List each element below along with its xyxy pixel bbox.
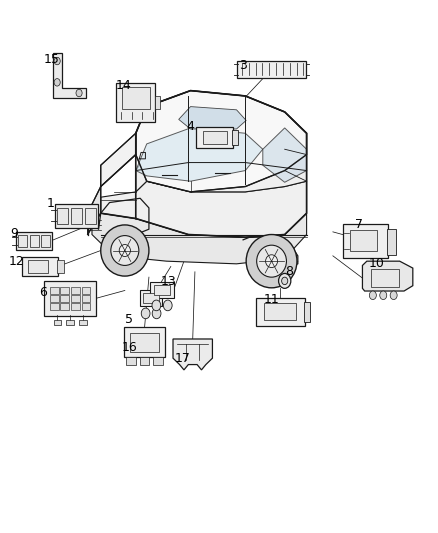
- Text: 11: 11: [264, 293, 279, 306]
- Ellipse shape: [111, 236, 139, 265]
- FancyBboxPatch shape: [22, 257, 58, 276]
- FancyBboxPatch shape: [155, 96, 160, 109]
- FancyBboxPatch shape: [232, 130, 238, 145]
- Ellipse shape: [265, 255, 278, 268]
- FancyBboxPatch shape: [387, 229, 396, 255]
- FancyBboxPatch shape: [85, 208, 96, 224]
- Text: 4: 4: [187, 120, 194, 133]
- FancyBboxPatch shape: [343, 224, 388, 258]
- FancyBboxPatch shape: [18, 235, 27, 247]
- FancyBboxPatch shape: [256, 298, 305, 326]
- Circle shape: [163, 300, 172, 311]
- FancyBboxPatch shape: [153, 358, 163, 365]
- Circle shape: [76, 89, 82, 96]
- Ellipse shape: [246, 235, 297, 288]
- Text: 9: 9: [10, 227, 18, 240]
- FancyBboxPatch shape: [237, 61, 306, 78]
- FancyBboxPatch shape: [71, 303, 80, 310]
- Text: 16: 16: [121, 341, 137, 354]
- FancyBboxPatch shape: [71, 208, 82, 224]
- FancyBboxPatch shape: [49, 295, 59, 302]
- FancyBboxPatch shape: [126, 358, 136, 365]
- FancyBboxPatch shape: [79, 320, 87, 325]
- FancyBboxPatch shape: [140, 358, 149, 365]
- Polygon shape: [136, 91, 307, 192]
- Polygon shape: [173, 339, 212, 370]
- FancyBboxPatch shape: [124, 327, 165, 358]
- FancyBboxPatch shape: [55, 204, 98, 228]
- Text: 17: 17: [175, 352, 191, 365]
- Text: 3: 3: [239, 59, 247, 71]
- FancyBboxPatch shape: [154, 286, 170, 295]
- Polygon shape: [136, 155, 307, 192]
- FancyBboxPatch shape: [196, 127, 233, 148]
- FancyBboxPatch shape: [350, 230, 377, 252]
- Text: 5: 5: [125, 313, 133, 326]
- FancyBboxPatch shape: [371, 269, 399, 287]
- Polygon shape: [88, 187, 101, 235]
- FancyBboxPatch shape: [150, 282, 174, 298]
- Circle shape: [369, 291, 376, 300]
- Text: 10: 10: [369, 257, 385, 270]
- Text: 7: 7: [355, 219, 363, 231]
- Circle shape: [279, 273, 291, 288]
- FancyBboxPatch shape: [202, 131, 227, 144]
- FancyBboxPatch shape: [41, 235, 50, 247]
- FancyBboxPatch shape: [60, 303, 69, 310]
- Circle shape: [282, 277, 288, 285]
- Polygon shape: [53, 53, 86, 98]
- Circle shape: [141, 308, 150, 319]
- FancyBboxPatch shape: [81, 287, 91, 294]
- FancyBboxPatch shape: [130, 333, 159, 352]
- FancyBboxPatch shape: [304, 302, 310, 322]
- Polygon shape: [101, 133, 136, 187]
- FancyBboxPatch shape: [49, 303, 59, 310]
- FancyBboxPatch shape: [49, 287, 59, 294]
- FancyBboxPatch shape: [16, 232, 52, 250]
- FancyBboxPatch shape: [60, 287, 69, 294]
- Text: 8: 8: [285, 265, 293, 278]
- FancyBboxPatch shape: [57, 208, 68, 224]
- Circle shape: [152, 308, 161, 319]
- FancyBboxPatch shape: [116, 83, 155, 122]
- Polygon shape: [92, 213, 307, 264]
- FancyBboxPatch shape: [30, 235, 39, 247]
- FancyBboxPatch shape: [66, 320, 74, 325]
- Ellipse shape: [119, 245, 131, 256]
- FancyBboxPatch shape: [264, 303, 297, 320]
- Ellipse shape: [257, 245, 286, 277]
- Circle shape: [54, 78, 60, 86]
- FancyBboxPatch shape: [60, 295, 69, 302]
- FancyBboxPatch shape: [71, 287, 80, 294]
- FancyBboxPatch shape: [140, 290, 162, 306]
- Text: 15: 15: [44, 53, 60, 66]
- Text: 12: 12: [9, 255, 25, 268]
- Circle shape: [380, 291, 387, 300]
- Polygon shape: [136, 128, 263, 181]
- Text: 1: 1: [46, 197, 54, 210]
- Ellipse shape: [101, 225, 149, 276]
- Text: 14: 14: [116, 79, 131, 92]
- Text: 6: 6: [39, 286, 47, 298]
- Polygon shape: [179, 107, 246, 129]
- FancyBboxPatch shape: [53, 320, 61, 325]
- Polygon shape: [362, 261, 413, 291]
- FancyBboxPatch shape: [28, 261, 48, 273]
- Circle shape: [54, 58, 60, 65]
- Circle shape: [390, 291, 397, 300]
- FancyBboxPatch shape: [81, 295, 91, 302]
- Text: 13: 13: [161, 275, 177, 288]
- FancyBboxPatch shape: [81, 303, 91, 310]
- FancyBboxPatch shape: [57, 261, 64, 273]
- FancyBboxPatch shape: [71, 295, 80, 302]
- FancyBboxPatch shape: [122, 87, 150, 109]
- Polygon shape: [101, 181, 307, 237]
- FancyBboxPatch shape: [143, 294, 159, 303]
- Polygon shape: [263, 128, 307, 182]
- Circle shape: [152, 300, 161, 311]
- FancyBboxPatch shape: [45, 281, 96, 316]
